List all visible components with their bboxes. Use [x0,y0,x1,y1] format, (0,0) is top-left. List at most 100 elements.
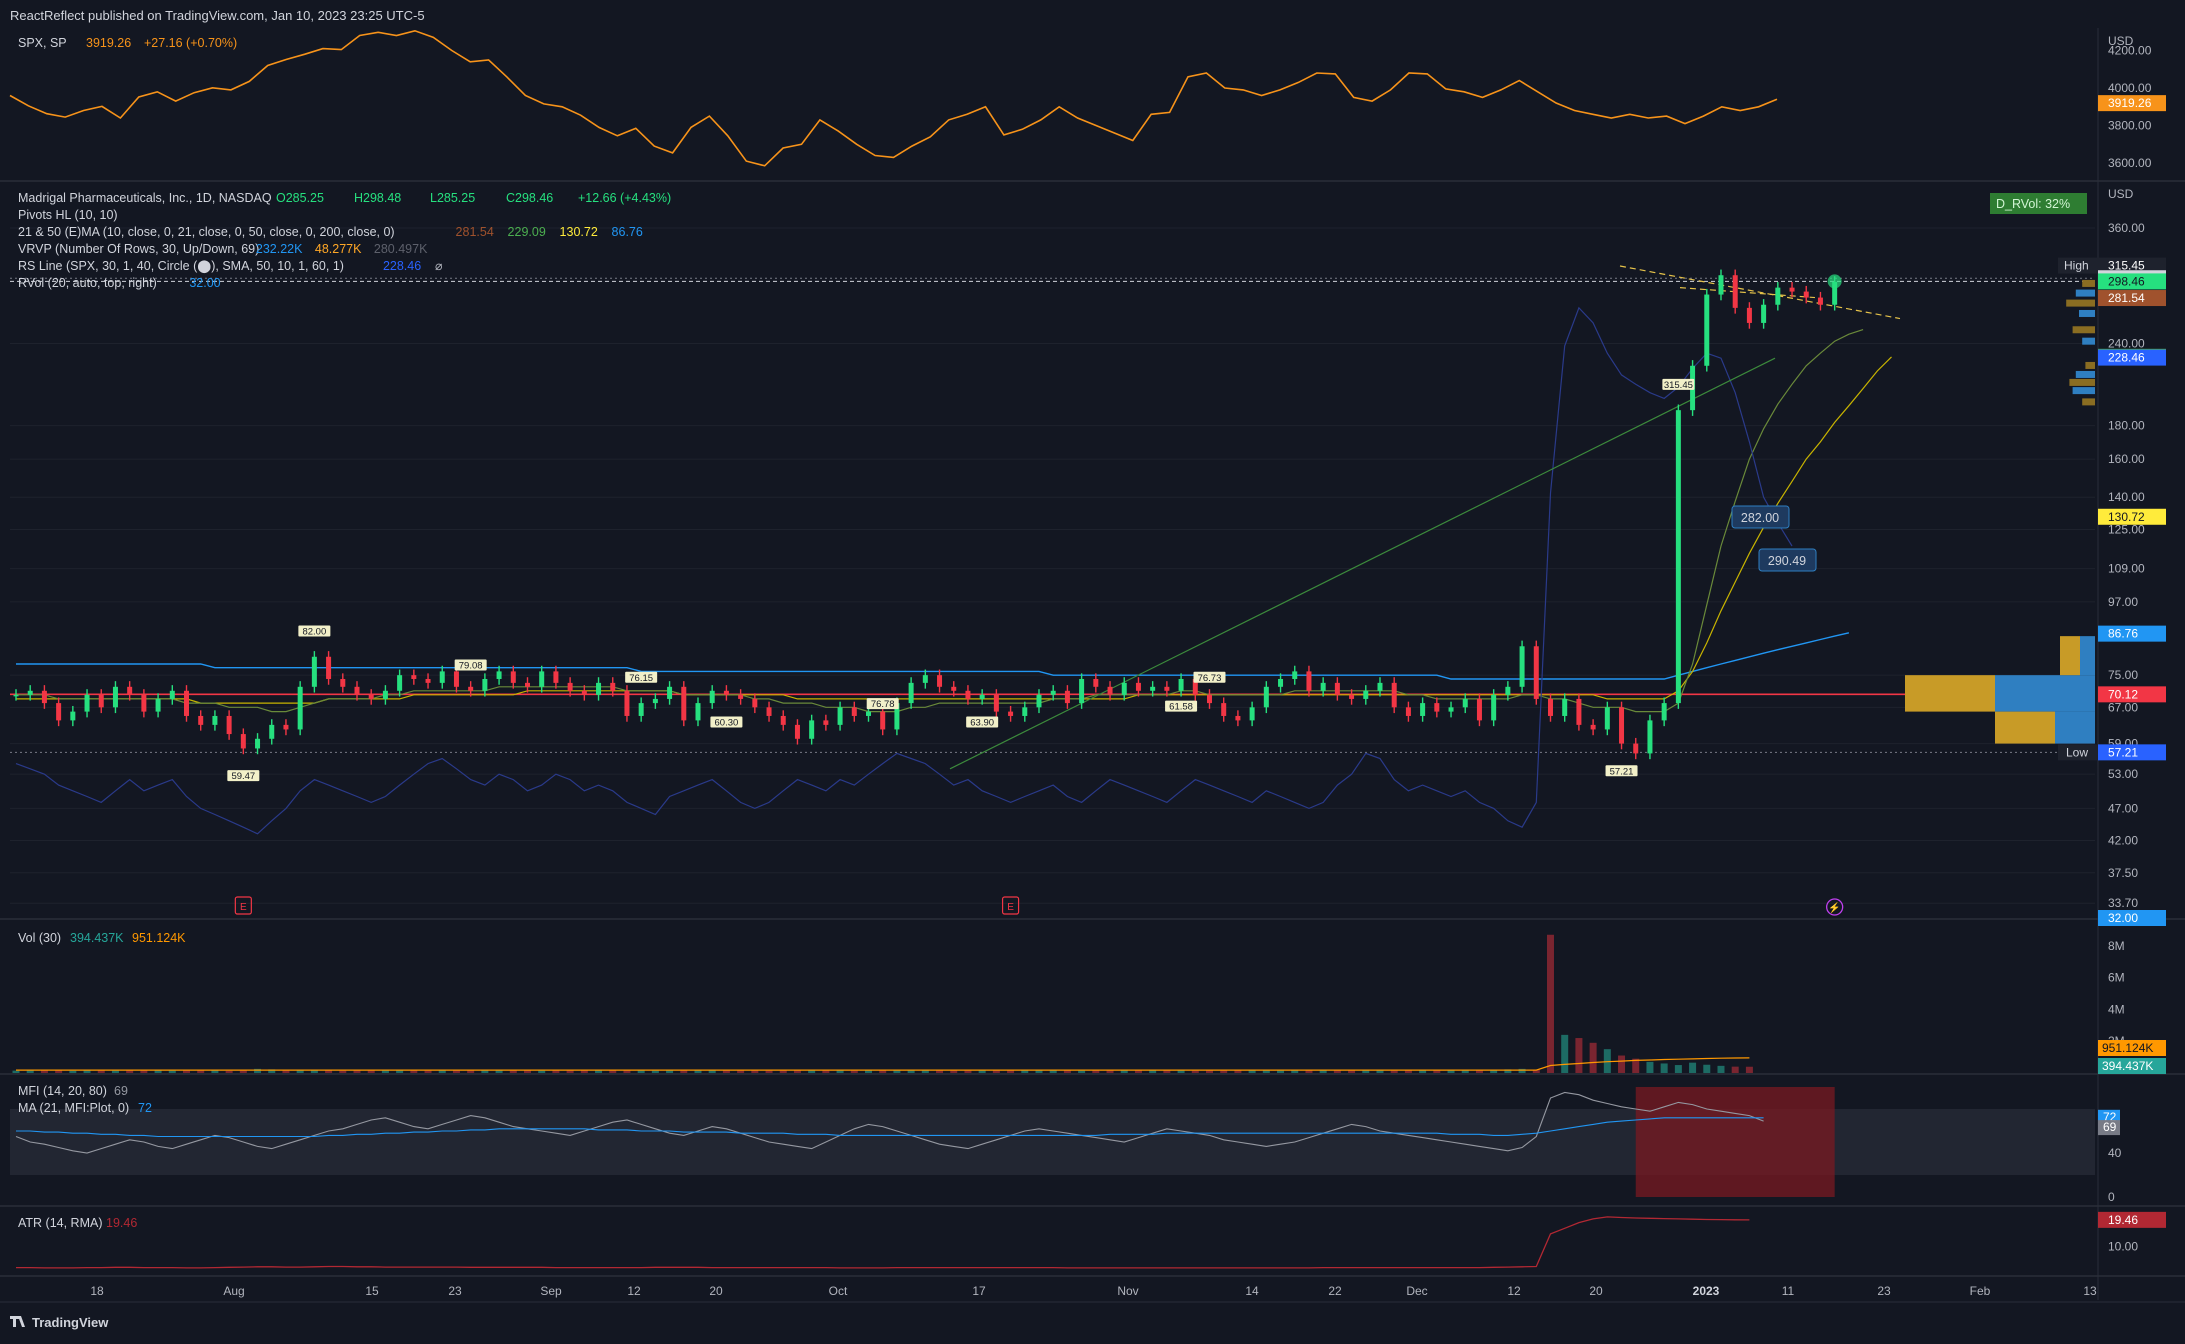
price-tick-label: 180.00 [2108,419,2145,433]
candle-body [652,698,658,704]
candle-body [1505,686,1511,695]
pivot-high-tag [454,659,487,671]
candle-body [937,675,943,687]
legend-line-value: 281.54 [456,225,494,239]
volume-bar [282,1070,290,1073]
candle-body [1064,690,1070,704]
volume-bar [1717,1065,1725,1073]
volume-bar [1177,1070,1185,1073]
time-axis[interactable]: 18 Aug 15 23 Sep 12 20 Oct 17 Nov 14 22 Dec 12 20 2023 1… [90,1284,2097,1298]
pivot-high-label: 76.78 [871,699,895,710]
time-tick-label: 20 [709,1284,723,1298]
volume-bar [1575,1038,1583,1073]
volume-bar [936,1069,944,1073]
candle-body [354,686,360,695]
candle-body [439,671,445,683]
low-tag [2058,744,2098,761]
volume-bar [893,1069,901,1073]
candle-body [297,686,303,730]
volume-bar [1504,1069,1512,1073]
price-tick-label: 37.50 [2108,866,2138,880]
volume-tag [2098,1040,2166,1056]
price-tag [2098,257,2166,274]
candle-body [56,703,62,721]
volume-bar [1404,1070,1412,1073]
time-tick-label: 13 [2083,1284,2097,1298]
tradingview-logo[interactable]: TradingView [10,1315,109,1330]
volume-bar [879,1070,887,1073]
volume-bar [495,1070,503,1073]
candle-body [1306,671,1312,691]
pivot-low-tag [227,770,260,782]
pivot-low-label: 59.47 [231,771,255,782]
candle-body [1704,294,1710,366]
rvol-badge [1990,193,2087,214]
ma21-line [16,329,1864,713]
tradingview-wordmark: TradingView [32,1315,109,1330]
volume-bar [1191,1070,1199,1073]
volume-bar [1035,1070,1043,1073]
candle-body [1491,694,1497,721]
candle-body [894,703,900,730]
candle-body [1093,678,1099,687]
candle-body [1832,281,1838,305]
time-tick-label: 14 [1245,1284,1259,1298]
volume-title: Vol (30) [18,931,61,945]
candle-body [1746,307,1752,323]
volume-bar [793,1070,801,1073]
volume-bar [1291,1070,1299,1073]
symbol-title: Madrigal Pharmaceuticals, Inc., 1D, NASD… [18,191,272,205]
candle-body [1619,707,1625,744]
ohlc-change: +12.66 (+4.43%) [578,191,671,205]
volume-bar [822,1069,830,1073]
volume-bar [353,1070,361,1073]
candle-body [1420,703,1426,716]
volume-bar [268,1069,276,1073]
volume-bar [523,1070,531,1073]
price-axis[interactable]: USD4200.004000.003800.003600.003919.26US… [2058,34,2166,1254]
pivot-high-label: 315.45 [1664,380,1693,391]
candle-body [794,724,800,739]
price-tag [2098,686,2166,703]
atr-pane[interactable] [16,1216,1750,1269]
volume-bar [1490,1069,1498,1073]
volume-bar [1362,1069,1370,1073]
pivot-low-tag [1165,700,1198,712]
price-pane[interactable]: 82.00 79.08 76.15 76.78 76.73 315.45 59.47 60.3… [10,193,2095,916]
pivot-low-label: 61.58 [1169,702,1193,713]
vrvp-bar [2079,309,2095,317]
candle-body [1022,707,1028,716]
candle-body [1462,698,1468,708]
spx-axis-unit: USD [2108,34,2134,48]
pivot-high-label: 82.00 [302,626,326,637]
mfi-pane[interactable] [10,1087,2095,1197]
volume-bar [438,1070,446,1073]
vrvp-bar [2085,361,2095,369]
volume-tag-label: 394.437K [2102,1059,2153,1073]
atr-tick-label: 10.00 [2108,1240,2138,1254]
indicator-legend[interactable]: Pivots HL (10, 10) 21 & 50 (E)MA (10, clo… [18,208,643,290]
candle-body [13,694,19,697]
candle-body [1647,720,1653,754]
volume-pane[interactable] [12,934,1753,1073]
pivot-high-tag [625,671,658,683]
spx-value: 3919.26 [86,36,131,50]
time-tick-label: 15 [365,1284,379,1298]
candle-body [681,686,687,721]
pivot-high-tag [866,698,899,710]
time-tick-label: Sep [540,1284,562,1298]
grid-lines [0,28,2185,1303]
mfi-ma-title: MA (21, MFI:Plot, 0) [18,1101,129,1115]
volume-bar [1731,1066,1739,1073]
candle-body [667,686,673,699]
volume-bar [424,1070,432,1073]
volume-bar [1234,1070,1242,1073]
candle-body [1349,694,1355,699]
time-tick-label: Aug [223,1284,244,1298]
candle-body [1221,703,1227,716]
legend-line-label: Pivots HL (10, 10) [18,208,118,222]
volume-bar [1660,1063,1668,1073]
volume-bar [836,1069,844,1073]
spx-pane[interactable] [9,29,1778,167]
